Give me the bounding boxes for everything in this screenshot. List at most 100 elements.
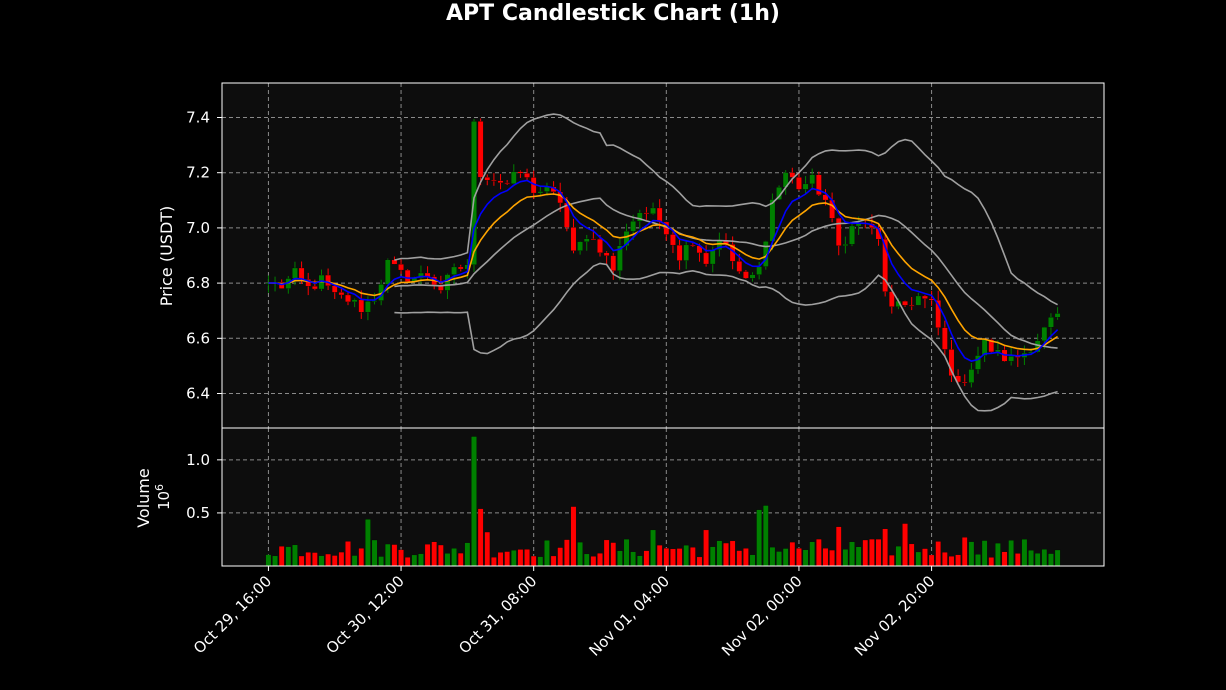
volume-bar bbox=[491, 557, 497, 567]
volume-bar bbox=[955, 554, 961, 567]
volume-bar bbox=[961, 537, 968, 567]
candle-body bbox=[298, 267, 305, 280]
volume-bar bbox=[709, 546, 716, 567]
volume-bar bbox=[438, 544, 444, 567]
candle-body bbox=[597, 238, 603, 253]
volume-bar bbox=[398, 549, 404, 567]
candle-body bbox=[510, 171, 517, 184]
volume-bar bbox=[431, 541, 438, 567]
candle-body bbox=[1054, 313, 1061, 318]
volume-bar bbox=[325, 553, 331, 567]
volume-bar bbox=[331, 555, 338, 567]
volume-bar bbox=[451, 548, 457, 567]
price-tick-label: 6.4 bbox=[186, 385, 210, 403]
volume-bar bbox=[610, 542, 617, 567]
volume-axis-title: Volume bbox=[134, 468, 153, 528]
volume-scale-label: 106 bbox=[153, 484, 173, 510]
volume-bar bbox=[630, 551, 636, 567]
volume-bar bbox=[371, 539, 378, 567]
volume-bar bbox=[298, 555, 305, 567]
volume-bar bbox=[1041, 549, 1048, 567]
volume-bar bbox=[312, 552, 318, 567]
candle-body bbox=[670, 234, 676, 246]
candle-body bbox=[1008, 356, 1014, 362]
candle-body bbox=[457, 266, 464, 270]
candle-body bbox=[577, 241, 583, 251]
volume-bar bbox=[636, 555, 643, 567]
volume-bar bbox=[723, 542, 729, 567]
volume-bar bbox=[743, 548, 749, 567]
candle-body bbox=[610, 255, 617, 271]
candle-body bbox=[822, 194, 829, 201]
candle-body bbox=[603, 252, 610, 256]
volume-bar bbox=[345, 541, 351, 567]
candle-body bbox=[1048, 317, 1054, 328]
candle-body bbox=[756, 266, 762, 275]
volume-scale-exponent: 6 bbox=[153, 484, 166, 491]
volume-bar bbox=[683, 544, 690, 567]
volume-bar bbox=[537, 556, 544, 567]
candle-body bbox=[816, 174, 822, 195]
volume-bar bbox=[583, 553, 590, 567]
candle-body bbox=[404, 269, 411, 282]
volume-bar bbox=[497, 552, 504, 567]
volume-bar bbox=[736, 550, 743, 567]
volume-bar bbox=[530, 555, 537, 567]
candle-body bbox=[796, 177, 802, 190]
candle-body bbox=[743, 271, 749, 279]
candle-body bbox=[902, 300, 908, 306]
volume-bar bbox=[477, 508, 484, 567]
volume-bar bbox=[942, 552, 948, 567]
candle-body bbox=[736, 261, 743, 272]
candle-body bbox=[292, 267, 298, 279]
volume-bar bbox=[776, 551, 782, 567]
candle-body bbox=[942, 327, 948, 350]
volume-bar bbox=[809, 541, 816, 567]
price-axis-title: Price (USDT) bbox=[157, 206, 176, 307]
volume-bar bbox=[663, 548, 670, 567]
volume-bar bbox=[981, 540, 988, 567]
volume-bar bbox=[835, 526, 842, 567]
volume-bar bbox=[510, 550, 517, 567]
price-tick-label: 6.6 bbox=[186, 329, 210, 347]
volume-bar bbox=[928, 554, 935, 567]
volume-bar bbox=[550, 555, 557, 567]
volume-bar bbox=[418, 553, 424, 567]
candle-body bbox=[875, 227, 882, 240]
volume-bar bbox=[995, 542, 1001, 567]
price-tick-label: 7.0 bbox=[186, 219, 210, 237]
candle-body bbox=[769, 199, 776, 242]
volume-bar bbox=[762, 505, 769, 567]
volume-bar bbox=[444, 553, 451, 567]
volume-bar bbox=[782, 548, 789, 567]
grid-lines bbox=[222, 83, 1104, 566]
volume-bar bbox=[875, 538, 882, 567]
candle-body bbox=[683, 244, 690, 261]
price-tick-label: 7.4 bbox=[186, 109, 210, 127]
volume-bar bbox=[424, 544, 431, 567]
candle-body bbox=[617, 245, 623, 271]
volume-bar bbox=[855, 546, 862, 567]
volume-bar bbox=[729, 540, 736, 567]
candle-body bbox=[325, 274, 331, 286]
volume-bar bbox=[564, 539, 570, 567]
volume-bar bbox=[842, 549, 849, 567]
volume-bar bbox=[822, 548, 829, 567]
volume-bar bbox=[676, 548, 683, 567]
candle-body bbox=[384, 259, 391, 285]
volume-bar bbox=[272, 555, 278, 567]
candle-body bbox=[690, 244, 696, 247]
candle-body bbox=[451, 266, 457, 275]
candle-body bbox=[537, 191, 544, 194]
candle-body bbox=[703, 252, 709, 265]
candle-body bbox=[908, 305, 915, 307]
candle-body bbox=[444, 274, 451, 291]
volume-bar bbox=[603, 539, 610, 567]
volume-bar bbox=[411, 554, 418, 567]
volume-bar bbox=[378, 556, 384, 567]
candle-body bbox=[749, 274, 756, 279]
volume-bar bbox=[796, 548, 802, 567]
volume-bar bbox=[318, 555, 325, 567]
candle-body bbox=[305, 279, 312, 287]
